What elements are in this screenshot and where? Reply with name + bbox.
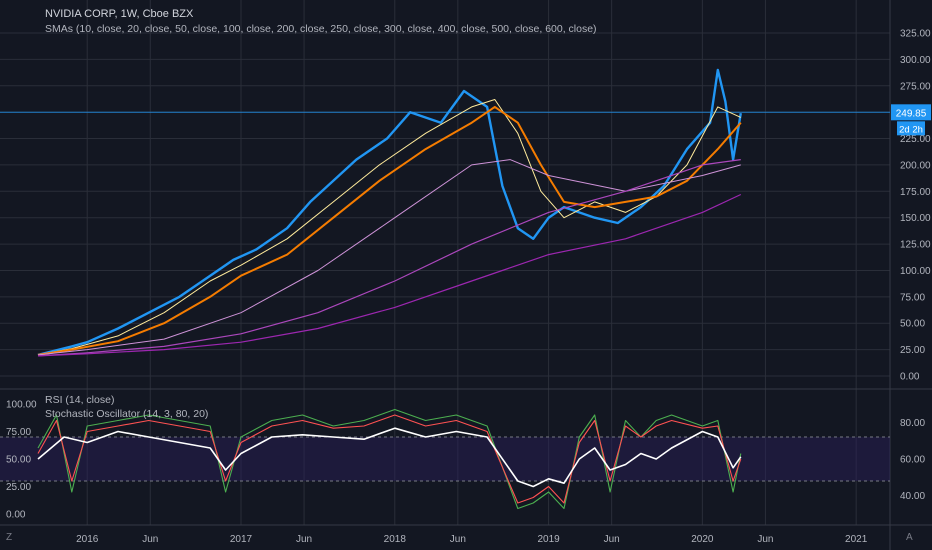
sma-line [37,159,741,357]
y-tick-label: 125.00 [900,240,931,251]
y-tick-label: 200.00 [900,160,931,171]
y-tick-label: 175.00 [900,187,931,198]
y-tick-label: 25.00 [900,345,925,356]
x-tick-label: 2018 [384,534,407,545]
sma-line [37,99,742,356]
price-tag-background [891,104,931,121]
stochastic-label: Stochastic Oscillator (14, 3, 80, 20) [45,408,209,420]
price-series-group [37,68,742,357]
time-tag-background [897,121,925,136]
x-tick-label: 2020 [691,534,714,545]
y-tick-label: 325.00 [900,29,931,40]
y-tick-label: 150.00 [900,213,931,224]
sma-line [37,193,742,357]
x-tick-label: 2017 [230,534,253,545]
x-tick-label: 2016 [76,534,99,545]
x-tick-label: Jun [604,534,620,545]
stochastic-line [37,414,742,504]
rsi-label: RSI (14, close) [45,394,115,406]
x-tick-label: Jun [757,534,773,545]
sma-line [37,105,742,356]
y-tick-label: 100.00 [900,266,931,277]
axes-group: 2016 Jun 2017 Jun 2018 Jun 2019 Jun 2020 Jun 2021 3… [6,29,931,546]
rsi-left-tick-label: 25.00 [6,482,31,493]
time-tag: 2d 2h [899,124,923,135]
rsi-right-tick-label: 40.00 [900,491,925,502]
x-tick-label: 2021 [845,534,868,545]
y-tick-label: 50.00 [900,319,925,330]
x-tick-label: Jun [296,534,312,545]
timezone-icon[interactable]: Z [6,532,13,543]
rsi-left-tick-label: 50.00 [6,455,31,466]
x-tick-label: 2019 [537,534,560,545]
rsi-band [0,437,890,481]
chart-title: NVIDIA CORP, 1W, Cboe BZX [45,8,194,20]
rsi-left-tick-label: 0.00 [6,510,26,521]
y-tick-label: 300.00 [900,55,931,66]
rsi-right-tick-label: 80.00 [900,418,925,429]
price-tag: 249.85 [896,108,927,119]
auto-scale-button[interactable]: A [906,532,913,543]
rsi-line [37,427,742,488]
sma-label: SMAs (10, close, 20, close, 50, close, 1… [45,23,597,35]
stochastic-line [37,408,742,510]
rsi-right-tick-label: 60.00 [900,455,925,466]
rsi-left-tick-label: 75.00 [6,427,31,438]
y-tick-label: 0.00 [900,372,920,383]
x-tick-label: Jun [142,534,158,545]
y-tick-label: 275.00 [900,81,931,92]
y-tick-label: 75.00 [900,292,925,303]
x-tick-label: Jun [450,534,466,545]
price-line [37,68,742,357]
y-tick-label: 225.00 [900,134,931,145]
sma-line [37,159,741,356]
rsi-left-tick-label: 100.00 [6,400,37,411]
indicator-series-group [37,408,742,510]
